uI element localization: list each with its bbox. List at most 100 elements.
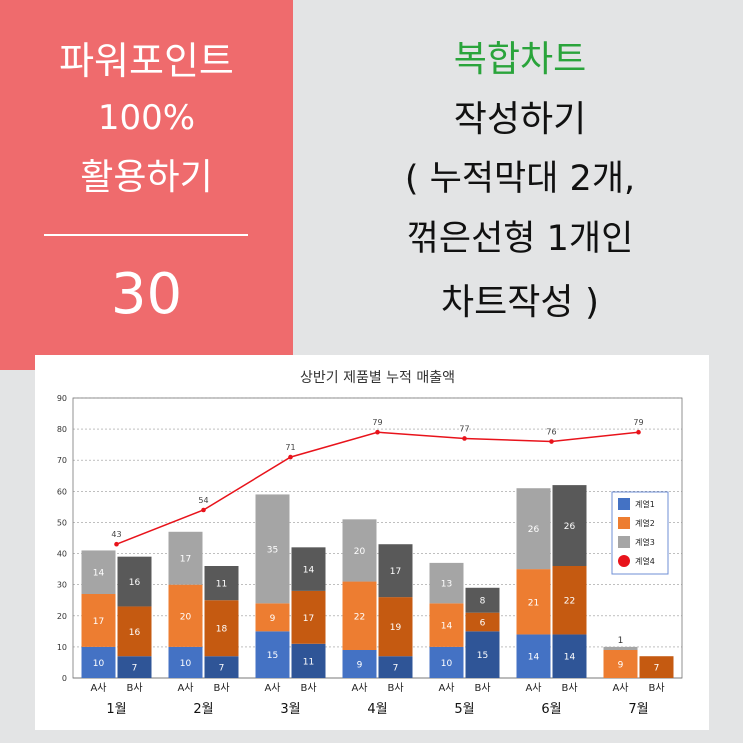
stacked-combo-chart: 상반기 제품별 누적 매출액0102030405060708090101714A… (57, 370, 683, 717)
bar-data-label: 17 (303, 614, 314, 624)
bar-segment (291, 547, 326, 591)
legend-marker (618, 517, 630, 529)
bar-data-label: 9 (270, 614, 276, 624)
bar-data-label: 7 (132, 664, 138, 674)
x-month-label: 4월 (367, 702, 387, 717)
bar-data-label: 17 (390, 567, 401, 577)
y-tick-label: 10 (57, 643, 67, 652)
line-point (201, 507, 206, 513)
line-point (375, 429, 380, 435)
bar-data-label: 19 (390, 623, 402, 633)
y-tick-label: 90 (57, 394, 67, 403)
bar-segment (378, 544, 413, 598)
bar-data-label: 16 (129, 578, 141, 588)
x-month-label: 2월 (193, 702, 213, 717)
title-line-5: 차트작성 ) (441, 282, 599, 323)
line-point (114, 541, 119, 547)
chart-container: 상반기 제품별 누적 매출액 0 10 20 30 40 50 60 70 80 90 10 17 14 A… (35, 355, 709, 730)
line-data-label: 76 (546, 428, 556, 437)
bar-data-label: 7 (393, 664, 399, 674)
bar-segment (378, 597, 413, 657)
y-tick-label: 80 (57, 425, 67, 434)
bar-segment (342, 519, 377, 582)
bar-data-label: 17 (93, 617, 104, 627)
bar-data-label: 26 (528, 525, 540, 535)
bar-segment (255, 631, 290, 678)
title-line-1: 복합차트 (453, 39, 587, 80)
bar-segment (516, 634, 551, 678)
x-month-label: 3월 (280, 702, 300, 717)
x-month-label: 1월 (106, 702, 126, 717)
bar-segment (81, 646, 116, 678)
bar-data-label: 20 (354, 547, 366, 557)
legend-label: 계열4 (635, 556, 655, 566)
bar-segment (204, 566, 239, 601)
y-tick-label: 50 (57, 518, 67, 527)
panel-line-1: 파워포인트 (59, 39, 234, 83)
bar-segment (465, 587, 500, 613)
line-data-label: 79 (633, 418, 643, 427)
legend-label: 계열2 (635, 518, 655, 528)
y-tick-label: 40 (57, 550, 67, 559)
bar-segment (81, 594, 116, 647)
plot-area-border (72, 397, 683, 679)
bar-data-label: 13 (441, 580, 452, 590)
bar-segment (204, 656, 239, 678)
bar-segment (342, 650, 377, 678)
x-company-label: A사 (90, 682, 106, 694)
bar-data-label: 8 (480, 597, 486, 607)
bar-data-label: 14 (93, 569, 105, 579)
line-data-label: 79 (372, 418, 382, 427)
bar-data-label: 22 (354, 612, 365, 622)
bar-segment (378, 656, 413, 678)
bar-segment (429, 603, 464, 647)
legend-marker (618, 498, 630, 510)
bar-segment (342, 581, 377, 650)
bar-segment (117, 656, 152, 678)
bar-data-label: 1 (618, 636, 624, 646)
bar-segment (465, 631, 500, 678)
panel-line-3: 활용하기 (80, 157, 213, 198)
x-company-label: B사 (213, 682, 229, 694)
bar-data-label: 14 (441, 622, 453, 632)
bar-data-label: 11 (303, 657, 314, 667)
title-line-4: 꺾은선형 1개인 (406, 219, 634, 259)
bar-segment (603, 646, 638, 650)
bar-segment (168, 531, 203, 585)
legend-marker (618, 536, 630, 548)
bar-segment (255, 603, 290, 632)
bar-data-label: 16 (129, 628, 141, 638)
legend-marker (618, 555, 630, 567)
bar-data-label: 22 (564, 597, 575, 607)
bar-data-label: 10 (441, 659, 453, 669)
x-company-label: B사 (387, 682, 403, 694)
line-data-label: 54 (198, 496, 208, 505)
bar-segment (639, 656, 674, 678)
line-data-label: 43 (111, 530, 121, 539)
bar-data-label: 15 (267, 651, 278, 661)
bar-segment (168, 646, 203, 678)
bar-data-label: 35 (267, 545, 278, 555)
x-company-label: A사 (351, 682, 367, 694)
x-company-label: A사 (612, 682, 628, 694)
bar-data-label: 17 (180, 555, 191, 565)
bar-segment (168, 584, 203, 647)
x-company-label: B사 (300, 682, 316, 694)
x-company-label: A사 (177, 682, 193, 694)
bar-data-label: 21 (528, 598, 539, 608)
left-title-panel: 파워포인트 100% 활용하기 30 (0, 0, 293, 370)
bar-segment (516, 488, 551, 570)
title-line-2: 작성하기 (453, 99, 587, 140)
x-month-label: 7월 (628, 702, 648, 717)
bar-data-label: 20 (180, 612, 192, 622)
bar-data-label: 7 (654, 664, 660, 674)
line-point (462, 436, 467, 441)
panel-line-2: 100% (97, 98, 196, 138)
bar-segment (429, 646, 464, 678)
bar-segment (117, 606, 152, 657)
title-line-3: ( 누적막대 2개, (404, 159, 636, 199)
x-month-label: 5월 (454, 702, 474, 717)
line-point (549, 439, 554, 444)
x-company-label: A사 (438, 682, 454, 694)
bar-segment (429, 562, 464, 604)
